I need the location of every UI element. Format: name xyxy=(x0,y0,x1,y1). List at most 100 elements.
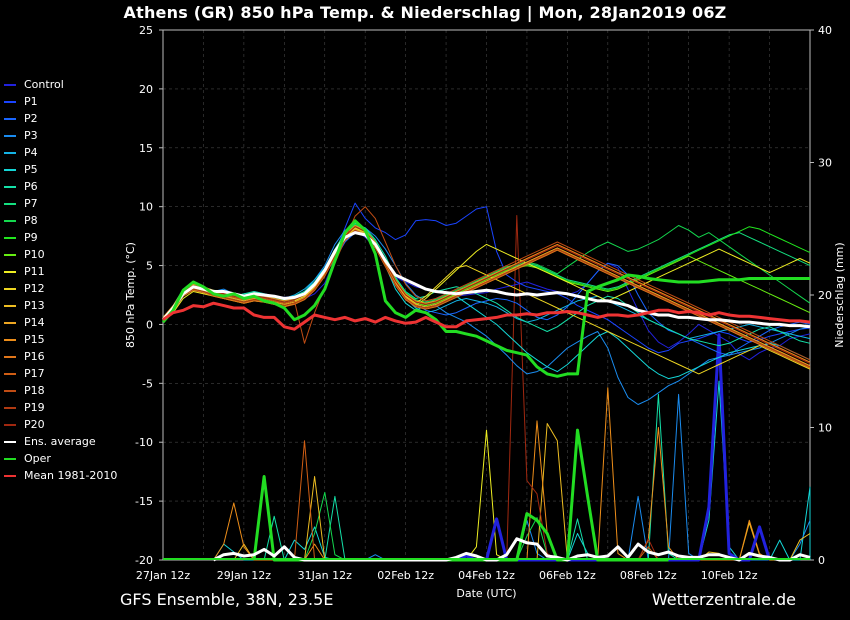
legend-swatch xyxy=(4,168,16,171)
legend-item: P8 xyxy=(4,212,117,229)
legend-item: P11 xyxy=(4,263,117,280)
legend-label: P5 xyxy=(24,163,38,176)
legend-item: P5 xyxy=(4,161,117,178)
x-tick-label: 06Feb 12z xyxy=(539,569,596,582)
legend-swatch xyxy=(4,389,16,392)
legend-label: P19 xyxy=(24,401,45,414)
y2-tick-label: 20 xyxy=(818,289,832,302)
legend-swatch xyxy=(4,202,16,205)
legend-item: P20 xyxy=(4,416,117,433)
legend-swatch xyxy=(4,440,16,443)
legend-label: P2 xyxy=(24,112,38,125)
legend-item: P19 xyxy=(4,399,117,416)
temp-line-ens-average xyxy=(161,231,811,329)
legend-item: P1 xyxy=(4,93,117,110)
legend-label: P9 xyxy=(24,231,38,244)
precip-line-p20 xyxy=(506,215,659,561)
source-credit: Wetterzentrale.de xyxy=(651,590,796,609)
y-tick-label: 15 xyxy=(139,142,153,155)
temp-line-oper xyxy=(161,219,810,378)
legend-swatch xyxy=(4,253,16,256)
legend-label: P11 xyxy=(24,265,45,278)
legend-item: P6 xyxy=(4,178,117,195)
legend-label: Control xyxy=(24,78,64,91)
temp-line-mean-1981-2010 xyxy=(162,301,811,331)
legend-swatch xyxy=(4,236,16,239)
legend-item: Control xyxy=(4,76,117,93)
legend-label: P10 xyxy=(24,248,45,261)
x-tick-label: 02Feb 12z xyxy=(377,569,434,582)
legend-label: P20 xyxy=(24,418,45,431)
y-tick-label: 20 xyxy=(139,83,153,96)
legend: Control P1 P2 P3 P4 P5 P6 P7 P8 P9 P10 P11 P12 P13 P14… xyxy=(4,76,117,484)
legend-item: P2 xyxy=(4,110,117,127)
legend-item: P4 xyxy=(4,144,117,161)
legend-label: P6 xyxy=(24,180,38,193)
legend-swatch xyxy=(4,321,16,324)
x-tick-label: 10Feb 12z xyxy=(701,569,758,582)
y-tick-label: 5 xyxy=(146,260,153,273)
x-tick-label: 29Jan 12z xyxy=(217,569,271,582)
y2-tick-label: 10 xyxy=(818,422,832,435)
legend-label: Oper xyxy=(24,452,51,465)
tick-labels: -20 -15 -10 -5 0 5 10 15 20 25 0 10 20 30 40 27Jan 12z 2… xyxy=(124,24,846,600)
legend-swatch xyxy=(4,304,16,307)
legend-swatch xyxy=(4,117,16,120)
y2-tick-label: 40 xyxy=(818,24,832,37)
legend-swatch xyxy=(4,151,16,154)
legend-label: Ens. average xyxy=(24,435,96,448)
legend-swatch xyxy=(4,457,16,460)
legend-swatch xyxy=(4,423,16,426)
legend-item: P14 xyxy=(4,314,117,331)
legend-item: P9 xyxy=(4,229,117,246)
legend-swatch xyxy=(4,287,16,290)
legend-item: Mean 1981-2010 xyxy=(4,467,117,484)
legend-item: P12 xyxy=(4,280,117,297)
legend-swatch xyxy=(4,270,16,273)
legend-swatch xyxy=(4,372,16,375)
legend-swatch xyxy=(4,338,16,341)
y-tick-label: -10 xyxy=(135,436,153,449)
legend-swatch xyxy=(4,83,16,86)
y-tick-label: 10 xyxy=(139,201,153,214)
legend-label: Mean 1981-2010 xyxy=(24,469,118,482)
legend-swatch xyxy=(4,219,16,222)
temperature-series xyxy=(161,202,811,405)
legend-label: P8 xyxy=(24,214,38,227)
legend-swatch xyxy=(4,474,16,477)
legend-item: P10 xyxy=(4,246,117,263)
legend-item: Ens. average xyxy=(4,433,117,450)
legend-label: P14 xyxy=(24,316,45,329)
precip-line-p5 xyxy=(213,380,811,561)
legend-swatch xyxy=(4,406,16,409)
legend-item: P17 xyxy=(4,365,117,382)
y2-tick-label: 0 xyxy=(818,554,825,567)
y2-tick-label: 30 xyxy=(818,157,832,170)
legend-label: P1 xyxy=(24,95,38,108)
chart-title: Athens (GR) 850 hPa Temp. & Niederschlag… xyxy=(123,3,727,22)
x-tick-label: 27Jan 12z xyxy=(136,569,190,582)
precip-line-p11 xyxy=(465,429,507,561)
precip-line-p3 xyxy=(364,393,811,561)
x-axis-label: Date (UTC) xyxy=(456,587,516,600)
legend-label: P12 xyxy=(24,282,45,295)
legend-item: Oper xyxy=(4,450,117,467)
legend-label: P15 xyxy=(24,333,45,346)
legend-label: P13 xyxy=(24,299,45,312)
temp-line-p15 xyxy=(162,225,811,363)
legend-item: P16 xyxy=(4,348,117,365)
legend-swatch xyxy=(4,134,16,137)
y-tick-label: 25 xyxy=(139,24,153,37)
x-tick-label: 08Feb 12z xyxy=(620,569,677,582)
legend-swatch xyxy=(4,185,16,188)
y-tick-label: -20 xyxy=(135,554,153,567)
y-axis-label: 850 hPa Temp. (°C) xyxy=(124,242,137,348)
legend-item: P18 xyxy=(4,382,117,399)
legend-swatch xyxy=(4,100,16,103)
model-info: GFS Ensemble, 38N, 23.5E xyxy=(120,590,334,609)
precip-line-ens-average xyxy=(212,537,811,562)
temp-line-p18 xyxy=(162,206,811,361)
y-tick-label: -15 xyxy=(135,495,153,508)
legend-label: P16 xyxy=(24,350,45,363)
